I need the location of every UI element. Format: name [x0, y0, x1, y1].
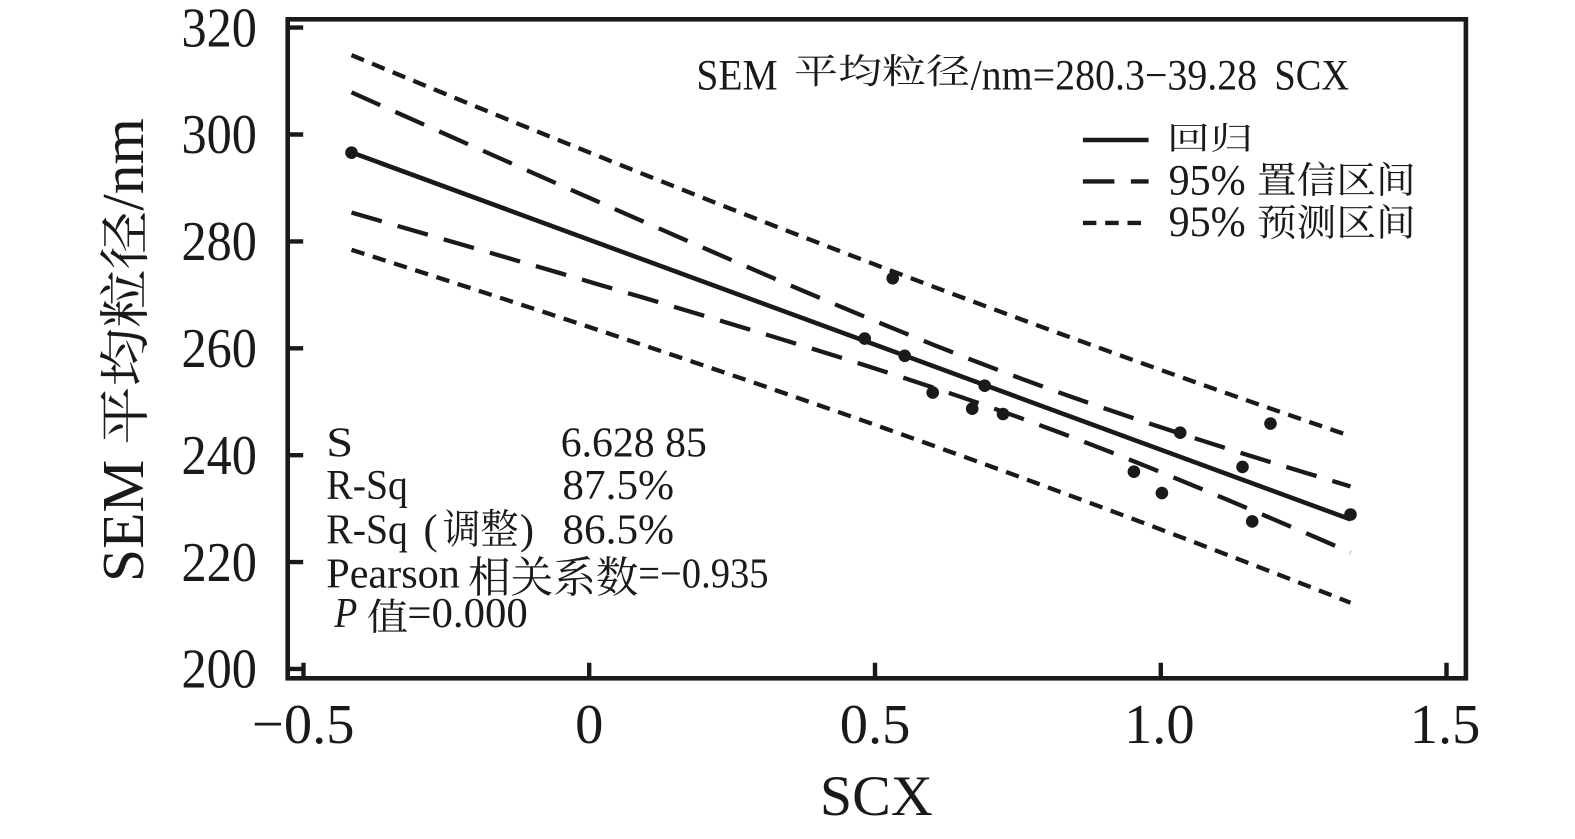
svg-text:6.628 85: 6.628 85 — [561, 419, 707, 466]
svg-text:200: 200 — [182, 637, 257, 700]
svg-text:/nm=280.3−39.28: /nm=280.3−39.28 — [971, 52, 1258, 100]
svg-text:−0.5: −0.5 — [252, 694, 355, 756]
svg-text:SCX: SCX — [820, 765, 933, 828]
svg-text:R-Sq: R-Sq — [326, 461, 408, 509]
svg-text:(: ( — [424, 507, 438, 554]
svg-text:320: 320 — [182, 0, 257, 59]
svg-text:86.5%: 86.5% — [562, 507, 674, 554]
svg-text:=0.000: =0.000 — [407, 590, 527, 637]
svg-text:SCX: SCX — [1274, 51, 1349, 100]
svg-text:280: 280 — [182, 209, 257, 272]
svg-text:=−0.935: =−0.935 — [638, 550, 768, 597]
svg-text:Pearson: Pearson — [326, 550, 460, 597]
svg-text:300: 300 — [182, 102, 257, 165]
svg-text:95%: 95% — [1169, 198, 1246, 246]
svg-text:R-Sq: R-Sq — [326, 505, 408, 553]
svg-text:220: 220 — [182, 530, 257, 593]
svg-text:0.5: 0.5 — [840, 694, 911, 756]
svg-text:SEM: SEM — [696, 51, 777, 99]
svg-text:S: S — [326, 418, 353, 466]
svg-text:): ) — [520, 507, 534, 554]
svg-text:95%: 95% — [1169, 157, 1246, 205]
svg-text:SEM: SEM — [90, 445, 156, 582]
svg-text:1.0: 1.0 — [1124, 694, 1195, 756]
svg-text:87.5%: 87.5% — [562, 462, 674, 509]
svg-text:260: 260 — [182, 316, 257, 379]
svg-text:P: P — [333, 589, 357, 637]
svg-text:1.5: 1.5 — [1410, 694, 1481, 756]
svg-text:0: 0 — [575, 694, 603, 756]
svg-text:240: 240 — [182, 423, 257, 486]
svg-text:/nm: /nm — [90, 118, 156, 211]
